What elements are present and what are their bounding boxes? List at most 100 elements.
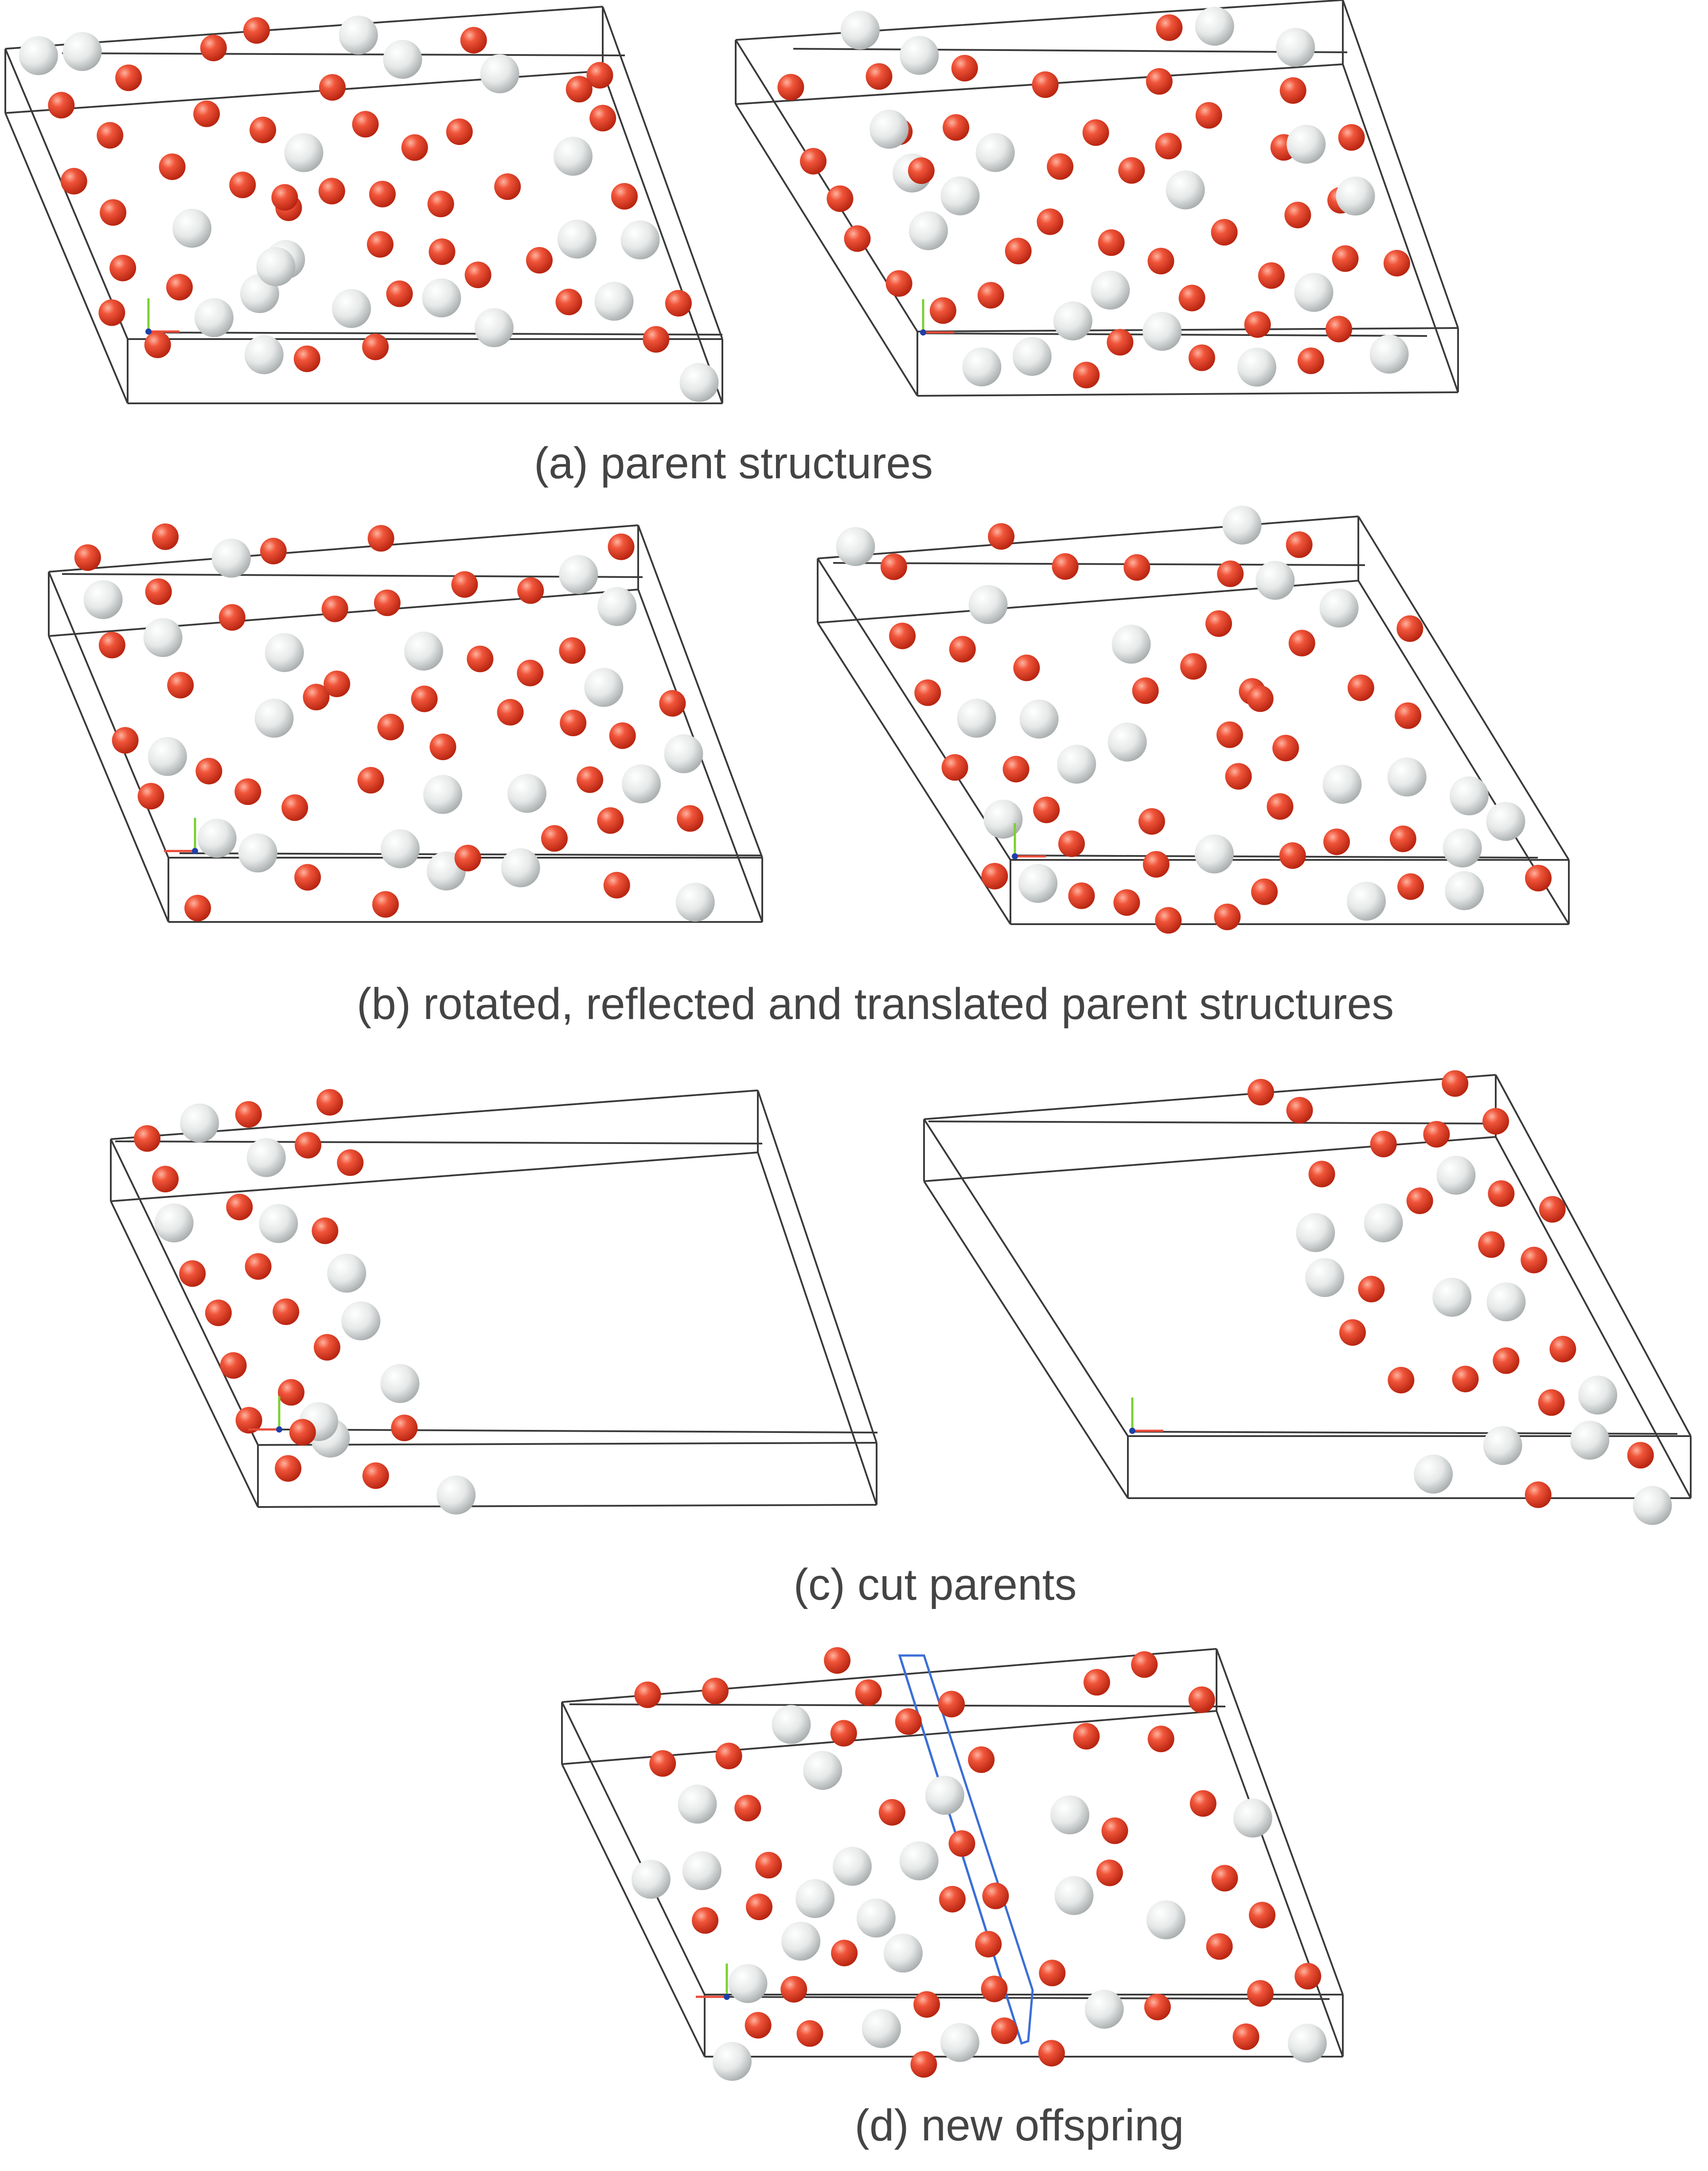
oxygen-atom xyxy=(914,679,941,706)
oxygen-atom xyxy=(1247,685,1274,712)
oxygen-atom xyxy=(559,637,586,664)
oxygen-atom xyxy=(951,55,978,82)
caption-b: (b) rotated, reflected and translated pa… xyxy=(356,979,1394,1029)
oxygen-atom xyxy=(184,894,211,922)
oxygen-atom xyxy=(692,1907,719,1934)
silicon-atom xyxy=(664,734,703,773)
silicon-atom xyxy=(380,829,420,868)
silicon-atom xyxy=(404,631,443,671)
oxygen-atom xyxy=(1396,615,1423,642)
atoms-b-right xyxy=(836,505,1552,934)
silicon-atom xyxy=(679,363,719,402)
oxygen-atom xyxy=(1211,219,1238,246)
silicon-atom xyxy=(1276,27,1315,67)
silicon-atom xyxy=(883,1933,923,1973)
silicon-atom xyxy=(1570,1421,1610,1460)
oxygen-atom xyxy=(796,2020,823,2047)
silicon-atom xyxy=(862,2009,901,2048)
silicon-atom xyxy=(1336,176,1375,216)
oxygen-atom xyxy=(374,590,401,616)
edge-a-left-back xyxy=(62,52,625,56)
oxygen-atom xyxy=(586,62,613,89)
silicon-atom xyxy=(594,281,634,321)
silicon-atom xyxy=(1053,301,1092,340)
silicon-atom xyxy=(1305,1258,1345,1297)
silicon-atom xyxy=(180,1103,219,1143)
silicon-atom xyxy=(1296,1213,1335,1252)
oxygen-atom xyxy=(830,1720,857,1747)
oxygen-atom xyxy=(367,231,394,258)
oxygen-atom xyxy=(98,299,125,326)
silicon-atom xyxy=(238,833,277,873)
oxygen-atom xyxy=(275,1455,302,1482)
silicon-atom xyxy=(1319,588,1359,628)
edge-a-left-front xyxy=(146,332,723,336)
silicon-atom xyxy=(1019,699,1059,739)
silicon-atom xyxy=(1633,1486,1672,1525)
atoms-a-right xyxy=(777,7,1410,389)
oxygen-atom xyxy=(634,1681,661,1708)
oxygen-atom xyxy=(1452,1366,1479,1393)
oxygen-atom xyxy=(981,863,1008,890)
oxygen-atom xyxy=(337,1149,364,1176)
silicon-atom xyxy=(1084,1990,1124,2029)
oxygen-atom xyxy=(429,734,456,760)
oxygen-atom xyxy=(1370,1131,1397,1157)
oxygen-atom xyxy=(1286,531,1313,558)
silicon-atom xyxy=(194,298,234,337)
oxygen-atom xyxy=(1225,763,1252,790)
oxygen-atom xyxy=(115,64,142,91)
silicon-atom xyxy=(899,1841,939,1881)
oxygen-atom xyxy=(589,105,616,132)
oxygen-atom xyxy=(1147,1726,1174,1753)
silicon-atom xyxy=(620,220,660,260)
silicon-atom xyxy=(1166,170,1205,210)
oxygen-atom xyxy=(1138,808,1165,835)
silicon-atom xyxy=(909,211,948,250)
silicon-atom xyxy=(554,137,593,176)
oxygen-atom xyxy=(1525,1481,1552,1508)
oxygen-atom xyxy=(1249,1902,1275,1929)
oxygen-atom xyxy=(866,63,893,90)
atoms-c-right xyxy=(1247,1070,1672,1525)
silicon-atom xyxy=(1294,273,1334,312)
silicon-atom xyxy=(1107,722,1147,762)
caption-d: (d) new offspring xyxy=(854,2101,1184,2150)
axes-a-left xyxy=(145,298,179,335)
oxygen-atom xyxy=(467,645,494,672)
oxygen-atom xyxy=(152,523,179,550)
oxygen-atom xyxy=(218,604,246,631)
oxygen-atom xyxy=(357,767,384,794)
oxygen-atom xyxy=(1189,1790,1217,1817)
silicon-atom xyxy=(62,32,102,71)
silicon-atom xyxy=(507,773,546,813)
oxygen-atom xyxy=(1388,1367,1415,1394)
oxygen-atom xyxy=(464,262,491,289)
silicon-atom xyxy=(1018,864,1058,903)
oxygen-atom xyxy=(1013,654,1040,681)
silicon-atom xyxy=(143,618,183,657)
silicon-atom xyxy=(422,278,461,318)
silicon-atom xyxy=(1012,337,1052,376)
silicon-atom xyxy=(803,1751,842,1790)
oxygen-atom xyxy=(134,1125,161,1152)
oxygen-atom xyxy=(1002,756,1029,783)
edge-b-left-back xyxy=(62,573,643,578)
oxygen-atom xyxy=(1217,560,1244,587)
oxygen-atom xyxy=(878,1799,905,1826)
oxygen-atom xyxy=(1144,1994,1171,2020)
oxygen-atom xyxy=(1147,248,1174,274)
oxygen-atom xyxy=(1247,1980,1274,2007)
oxygen-atom xyxy=(1332,245,1359,272)
oxygen-atom xyxy=(745,2012,772,2039)
oxygen-atom xyxy=(367,525,394,552)
oxygen-atom xyxy=(780,1976,807,2003)
oxygen-atom xyxy=(167,672,194,699)
oxygen-atom xyxy=(235,1101,262,1128)
oxygen-atom xyxy=(844,225,871,252)
silicon-atom xyxy=(856,1898,896,1938)
silicon-atom xyxy=(557,219,597,259)
oxygen-atom xyxy=(144,332,171,358)
oxygen-atom xyxy=(746,1894,772,1921)
silicon-atom xyxy=(1322,765,1362,804)
